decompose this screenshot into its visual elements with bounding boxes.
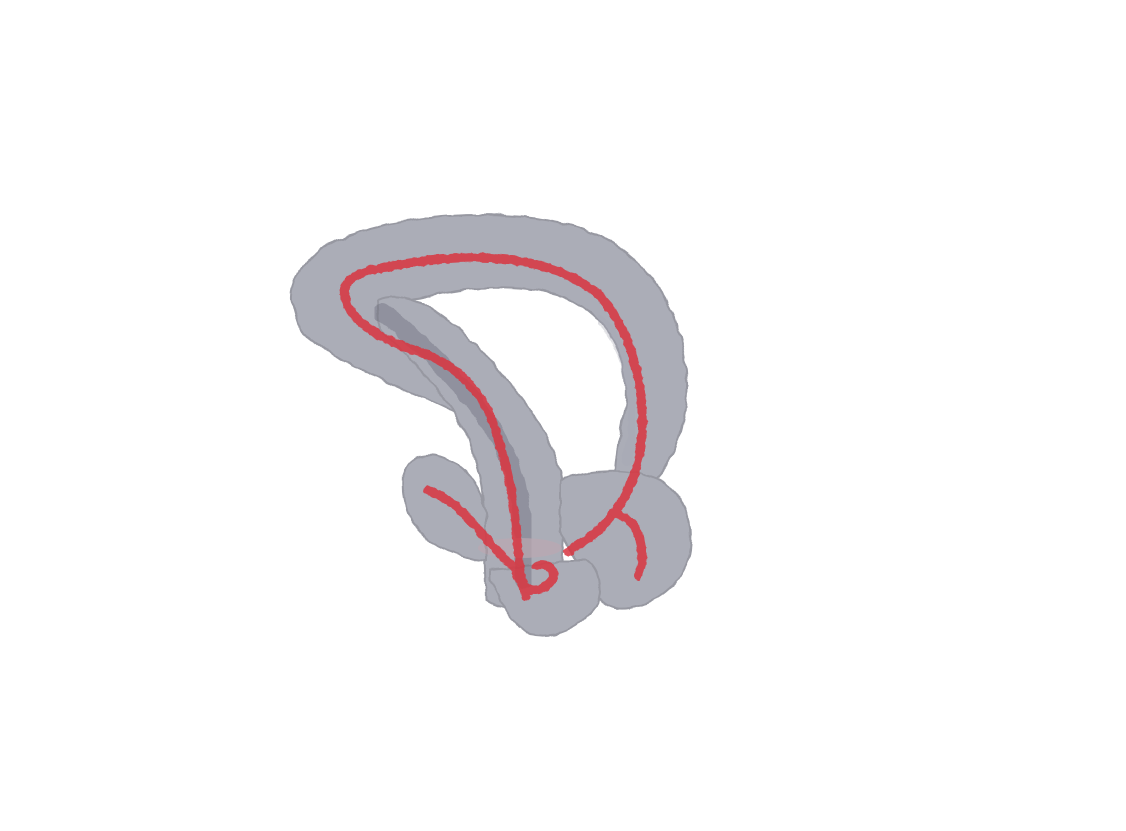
mesh-bottom-foot [489,559,602,637]
skeleton-centerline [339,253,647,601]
centerline-descending [341,295,531,601]
centerline-right-branch [609,507,647,581]
centerline-left-branch [423,485,525,577]
centerline-foot-loop [511,560,559,595]
mesh-left-lobe [402,454,487,562]
centerline-arch [339,253,647,557]
